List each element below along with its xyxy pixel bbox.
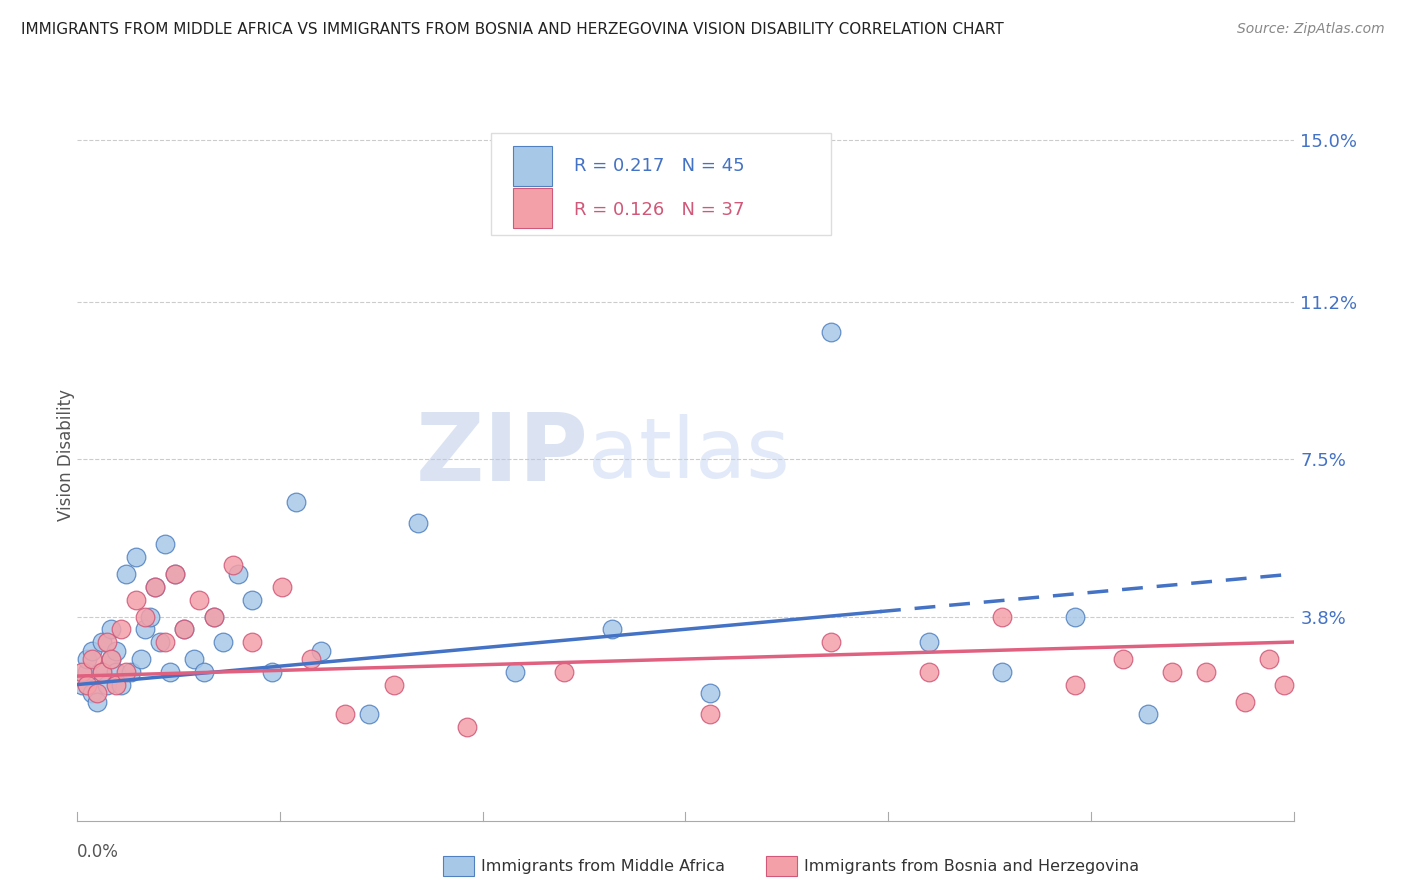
Point — [70, 665, 93, 679]
Point — [990, 609, 1012, 624]
Point — [105, 677, 128, 691]
Point — [80, 643, 103, 657]
FancyBboxPatch shape — [491, 133, 831, 235]
Text: R = 0.126   N = 37: R = 0.126 N = 37 — [574, 201, 744, 219]
Point — [80, 686, 103, 700]
Point — [503, 665, 526, 679]
Point — [70, 677, 93, 691]
Point — [96, 677, 118, 691]
Point — [990, 665, 1012, 679]
Text: Immigrants from Middle Africa: Immigrants from Middle Africa — [481, 859, 725, 873]
Point — [163, 566, 186, 581]
Y-axis label: Vision Disability: Vision Disability — [58, 389, 75, 521]
Point — [134, 622, 156, 636]
Point — [1112, 652, 1135, 666]
Text: ZIP: ZIP — [415, 409, 588, 501]
Point — [260, 665, 283, 679]
Point — [242, 635, 264, 649]
Point — [193, 665, 215, 679]
Point — [212, 635, 235, 649]
Point — [820, 635, 842, 649]
Point — [149, 635, 172, 649]
Point — [553, 665, 575, 679]
Point — [86, 695, 108, 709]
Point — [188, 592, 211, 607]
Point — [173, 622, 195, 636]
Point — [153, 537, 176, 551]
Point — [299, 652, 322, 666]
Point — [90, 635, 112, 649]
Point — [1233, 695, 1256, 709]
Point — [699, 686, 721, 700]
Point — [173, 622, 195, 636]
Point — [163, 566, 186, 581]
Point — [90, 665, 112, 679]
Point — [1258, 652, 1281, 666]
Point — [270, 580, 292, 594]
Text: R = 0.217   N = 45: R = 0.217 N = 45 — [574, 157, 744, 175]
Point — [1063, 609, 1085, 624]
Point — [183, 652, 205, 666]
Point — [110, 622, 132, 636]
Point — [76, 677, 98, 691]
Point — [80, 652, 103, 666]
Point — [202, 609, 225, 624]
Point — [76, 665, 98, 679]
Point — [242, 592, 264, 607]
Point — [406, 516, 429, 530]
Point — [1136, 707, 1159, 722]
Point — [333, 707, 356, 722]
Point — [143, 580, 166, 594]
Point — [226, 566, 249, 581]
Point — [699, 707, 721, 722]
Point — [222, 558, 245, 573]
Point — [602, 622, 624, 636]
Point — [1161, 665, 1184, 679]
Point — [134, 609, 156, 624]
Point — [143, 580, 166, 594]
Point — [86, 686, 108, 700]
Point — [918, 665, 941, 679]
Point — [115, 665, 138, 679]
Text: Immigrants from Bosnia and Herzegovina: Immigrants from Bosnia and Herzegovina — [804, 859, 1139, 873]
Point — [105, 643, 128, 657]
Point — [96, 635, 118, 649]
Text: IMMIGRANTS FROM MIDDLE AFRICA VS IMMIGRANTS FROM BOSNIA AND HERZEGOVINA VISION D: IMMIGRANTS FROM MIDDLE AFRICA VS IMMIGRA… — [21, 22, 1004, 37]
Point — [309, 643, 332, 657]
Point — [115, 566, 138, 581]
Point — [100, 652, 122, 666]
Text: 0.0%: 0.0% — [77, 843, 120, 861]
Point — [382, 677, 405, 691]
Point — [125, 592, 148, 607]
Point — [918, 635, 941, 649]
FancyBboxPatch shape — [513, 145, 551, 186]
Point — [202, 609, 225, 624]
Text: atlas: atlas — [588, 415, 790, 495]
Text: Source: ZipAtlas.com: Source: ZipAtlas.com — [1237, 22, 1385, 37]
Point — [139, 609, 162, 624]
Point — [90, 665, 112, 679]
Point — [100, 652, 122, 666]
Point — [105, 665, 128, 679]
Point — [120, 665, 142, 679]
Point — [159, 665, 181, 679]
Point — [1195, 665, 1218, 679]
Point — [359, 707, 381, 722]
Point — [1063, 677, 1085, 691]
Point — [100, 622, 122, 636]
FancyBboxPatch shape — [513, 188, 551, 228]
Point — [76, 652, 98, 666]
Point — [110, 677, 132, 691]
Point — [125, 549, 148, 564]
Point — [456, 720, 478, 734]
Point — [820, 325, 842, 339]
Point — [285, 494, 308, 508]
Point — [1272, 677, 1295, 691]
Point — [129, 652, 152, 666]
Point — [153, 635, 176, 649]
